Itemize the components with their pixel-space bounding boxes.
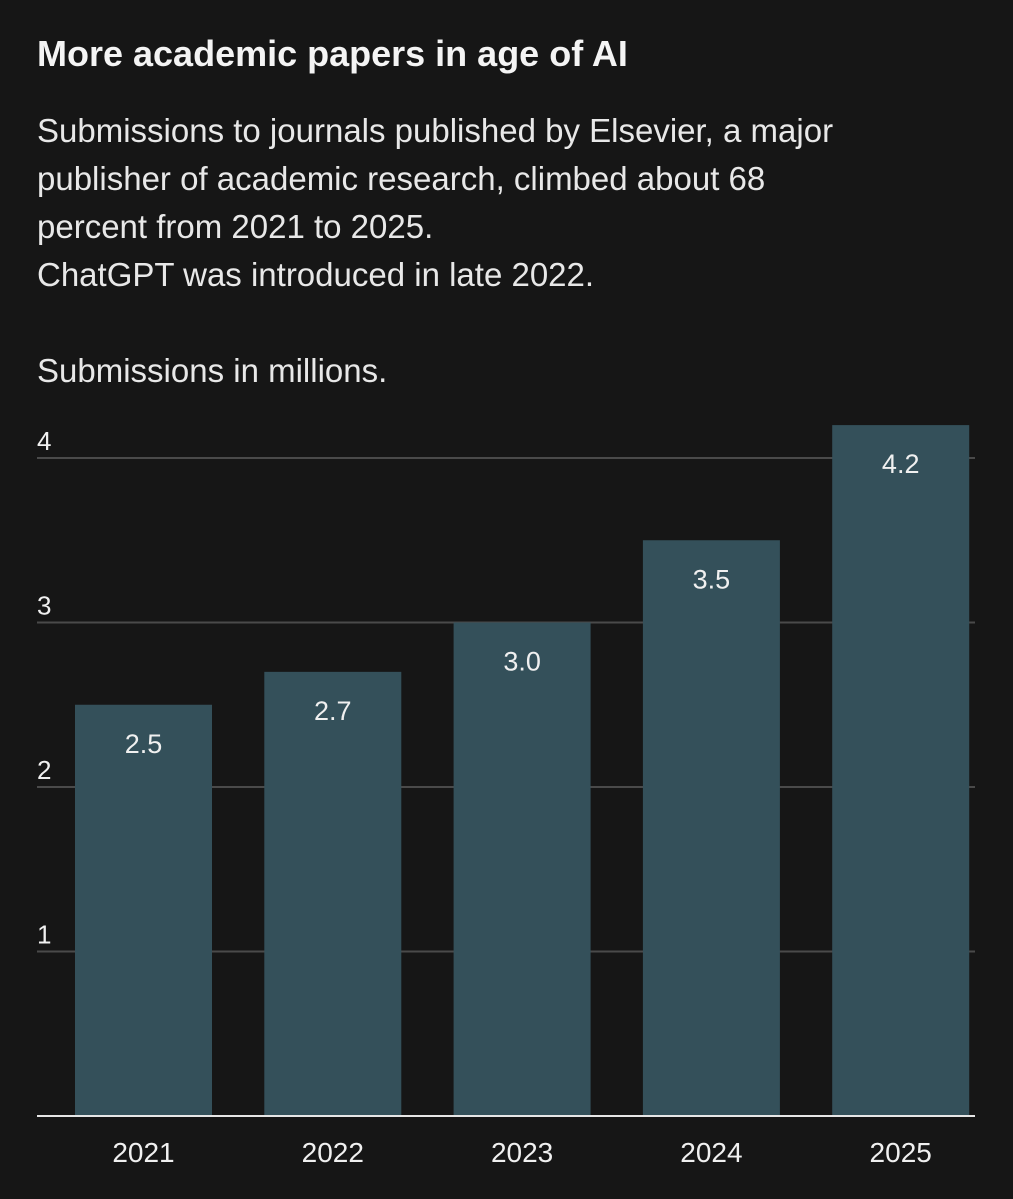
subtitle-line: Submissions to journals published by Els… — [37, 112, 834, 149]
y-tick-label: 3 — [37, 591, 51, 621]
x-tick-label: 2023 — [491, 1137, 553, 1168]
chart-title: More academic papers in age of AI — [37, 33, 628, 74]
x-tick-label: 2021 — [112, 1137, 174, 1168]
bar-value-label: 3.5 — [693, 564, 731, 594]
x-tick-label: 2024 — [680, 1137, 742, 1168]
bar — [453, 622, 591, 1116]
bar — [264, 671, 402, 1116]
y-tick-label: 1 — [37, 920, 51, 950]
chart-subtitle: Submissions to journals published by Els… — [37, 107, 987, 299]
y-tick-label: 2 — [37, 755, 51, 785]
subtitle-line: publisher of academic research, climbed … — [37, 160, 766, 197]
bar-value-label: 4.2 — [882, 449, 920, 479]
bar — [642, 540, 780, 1116]
x-tick-label: 2025 — [870, 1137, 932, 1168]
subtitle-line: ChatGPT was introduced in late 2022. — [37, 256, 595, 293]
bar-value-label: 2.5 — [125, 729, 163, 759]
x-tick-label: 2022 — [302, 1137, 364, 1168]
y-tick-label: 4 — [37, 426, 51, 456]
subtitle-line: percent from 2021 to 2025. — [37, 208, 434, 245]
y-unit-label: Submissions in millions. — [37, 352, 388, 389]
bar-value-label: 2.7 — [314, 696, 352, 726]
bar — [832, 425, 970, 1117]
bar-value-label: 3.0 — [503, 647, 541, 677]
bar — [75, 704, 212, 1116]
